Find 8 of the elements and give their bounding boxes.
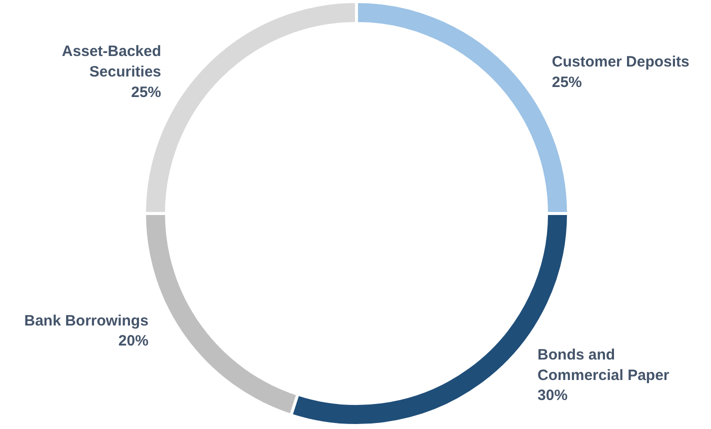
data-label: 20% — [118, 332, 148, 350]
slice-label: Bank Borrowings — [24, 312, 148, 330]
slice-label: Bonds and Commercial Paper — [538, 346, 670, 384]
slice-label: Asset-Backed Securities — [62, 43, 162, 81]
data-label: 25% — [131, 84, 162, 101]
slice-label: Customer Deposits — [552, 53, 690, 70]
data-label: 30% — [538, 387, 568, 404]
data-label: 25% — [552, 74, 582, 91]
